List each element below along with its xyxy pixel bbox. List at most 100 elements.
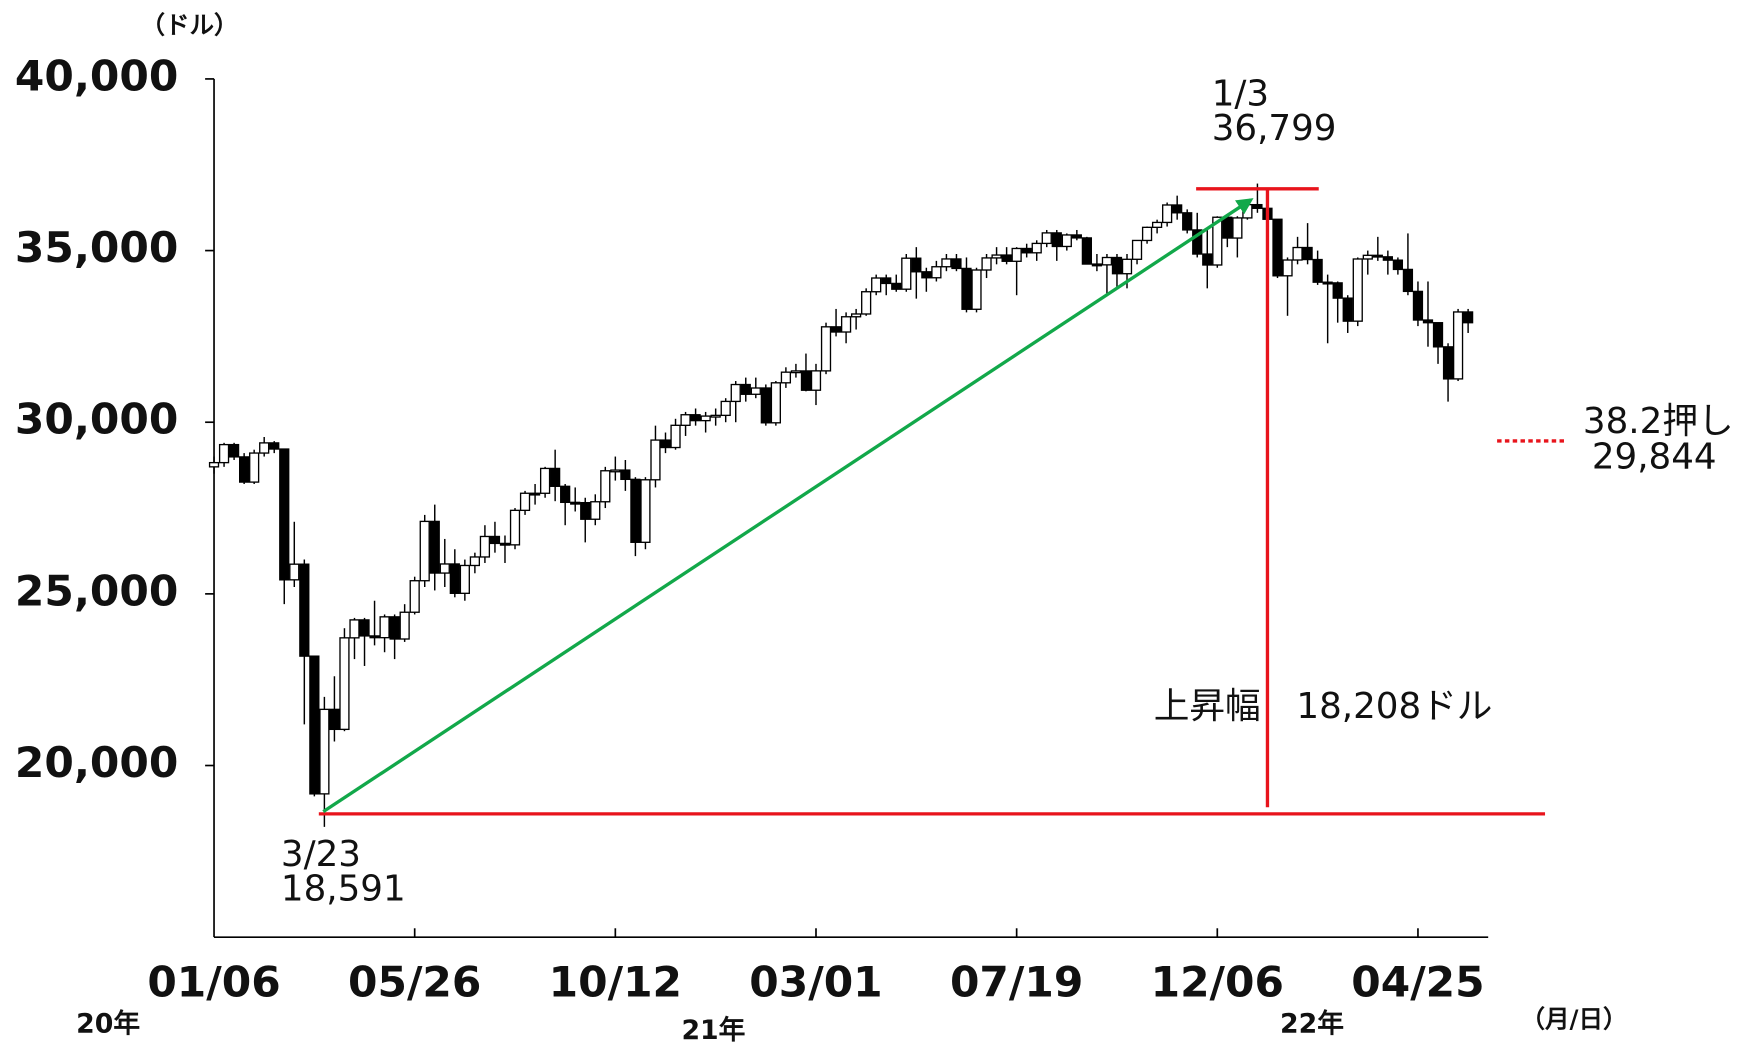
candle-body xyxy=(580,501,591,520)
year-label: 20年 xyxy=(76,1009,140,1040)
x-unit: （月/日） xyxy=(1520,1005,1627,1034)
candle-body xyxy=(479,535,491,558)
candle-body xyxy=(931,266,942,279)
candle-body xyxy=(680,414,691,426)
candle-body xyxy=(850,313,862,318)
candle-body xyxy=(429,520,440,574)
candle-body xyxy=(740,383,751,395)
candle-body xyxy=(399,611,410,640)
candle-body xyxy=(650,439,661,481)
candle-body xyxy=(630,478,641,543)
candle-body xyxy=(981,257,992,271)
candle-body xyxy=(720,400,731,417)
candle-body xyxy=(279,448,290,581)
candle-body xyxy=(309,655,320,795)
candle-body xyxy=(901,257,912,290)
candle-body xyxy=(840,316,852,333)
year-label: 22年 xyxy=(1280,1009,1344,1040)
high-value: 36,799 xyxy=(1212,108,1337,149)
candle-body xyxy=(529,492,541,496)
candle-body xyxy=(1282,259,1293,277)
candle-body xyxy=(1392,259,1404,271)
candle-body xyxy=(560,485,571,504)
candle-body xyxy=(439,563,450,574)
y-tick-label: 30,000 xyxy=(15,395,178,444)
candle-body xyxy=(1212,216,1223,266)
low-value: 18,591 xyxy=(281,869,406,910)
candle-body xyxy=(1442,346,1454,380)
candle-body xyxy=(409,580,420,613)
candle-body xyxy=(1041,232,1052,245)
candle-body xyxy=(871,277,882,293)
candle-body xyxy=(1131,239,1143,260)
trend-arrow xyxy=(322,198,1254,814)
candle-body xyxy=(921,271,932,279)
candle-body xyxy=(810,370,822,391)
candle-body xyxy=(269,442,280,450)
candle-body xyxy=(1141,226,1153,242)
candle-body xyxy=(1162,204,1173,224)
candle-body xyxy=(1001,254,1012,262)
candle-body xyxy=(620,469,631,481)
candle-body xyxy=(1292,246,1303,261)
candle-body xyxy=(1182,212,1193,231)
y-tick-label: 20,000 xyxy=(15,738,178,787)
candle-body xyxy=(780,371,792,384)
candle-body xyxy=(1362,254,1373,260)
candle-body xyxy=(249,452,260,483)
y-tick-label: 35,000 xyxy=(15,223,178,272)
candle-body xyxy=(1061,234,1072,248)
candle-body xyxy=(218,443,230,464)
candle-body xyxy=(1202,253,1213,266)
candle-body xyxy=(1322,281,1333,285)
candle-body xyxy=(1091,263,1103,267)
candle-body xyxy=(750,387,761,395)
candle-body xyxy=(1172,204,1183,214)
candle-body xyxy=(770,382,781,424)
candle-body xyxy=(610,469,621,473)
candle-body xyxy=(359,619,370,637)
candle-body xyxy=(1382,256,1393,261)
candle-body xyxy=(700,415,711,422)
year-label: 21年 xyxy=(681,1015,745,1045)
candle-body xyxy=(499,542,511,546)
candle-body xyxy=(1422,319,1434,324)
candle-body xyxy=(1011,247,1022,262)
candle-body xyxy=(259,442,270,454)
candle-body xyxy=(891,282,902,290)
candle-body xyxy=(329,708,340,731)
candle-body xyxy=(319,708,330,795)
x-tick-label: 07/19 xyxy=(950,958,1083,1007)
candle-body xyxy=(800,370,812,391)
candle-body xyxy=(861,291,872,315)
candle-body xyxy=(710,414,721,418)
candle-body xyxy=(1121,258,1133,275)
candle-body xyxy=(1051,232,1062,248)
candle-body xyxy=(228,443,240,458)
x-tick-label: 10/12 xyxy=(549,958,682,1007)
candle-body xyxy=(369,635,380,639)
rise-label: 上昇幅 18,208ドル xyxy=(1154,686,1493,727)
x-tick-label: 12/06 xyxy=(1151,958,1284,1007)
candle-body xyxy=(239,456,250,483)
candle-body xyxy=(660,439,671,449)
y-tick-label: 25,000 xyxy=(15,566,178,615)
candle-body xyxy=(1312,258,1323,283)
candle-body xyxy=(1192,229,1203,255)
candle-body xyxy=(509,509,521,546)
candle-body xyxy=(1372,254,1383,258)
candle-body xyxy=(1272,218,1283,277)
x-tick-label: 04/25 xyxy=(1351,958,1484,1007)
candle-body xyxy=(349,619,360,639)
candle-body xyxy=(1232,217,1243,239)
candle-body xyxy=(951,258,962,270)
y-tick-label: 40,000 xyxy=(15,51,178,100)
candle-body xyxy=(550,467,561,487)
candle-body xyxy=(961,267,972,310)
candle-body xyxy=(449,563,460,594)
candle-body xyxy=(1402,268,1414,293)
candle-body xyxy=(881,277,892,285)
candle-body xyxy=(690,414,701,422)
candle-body xyxy=(1302,246,1313,261)
